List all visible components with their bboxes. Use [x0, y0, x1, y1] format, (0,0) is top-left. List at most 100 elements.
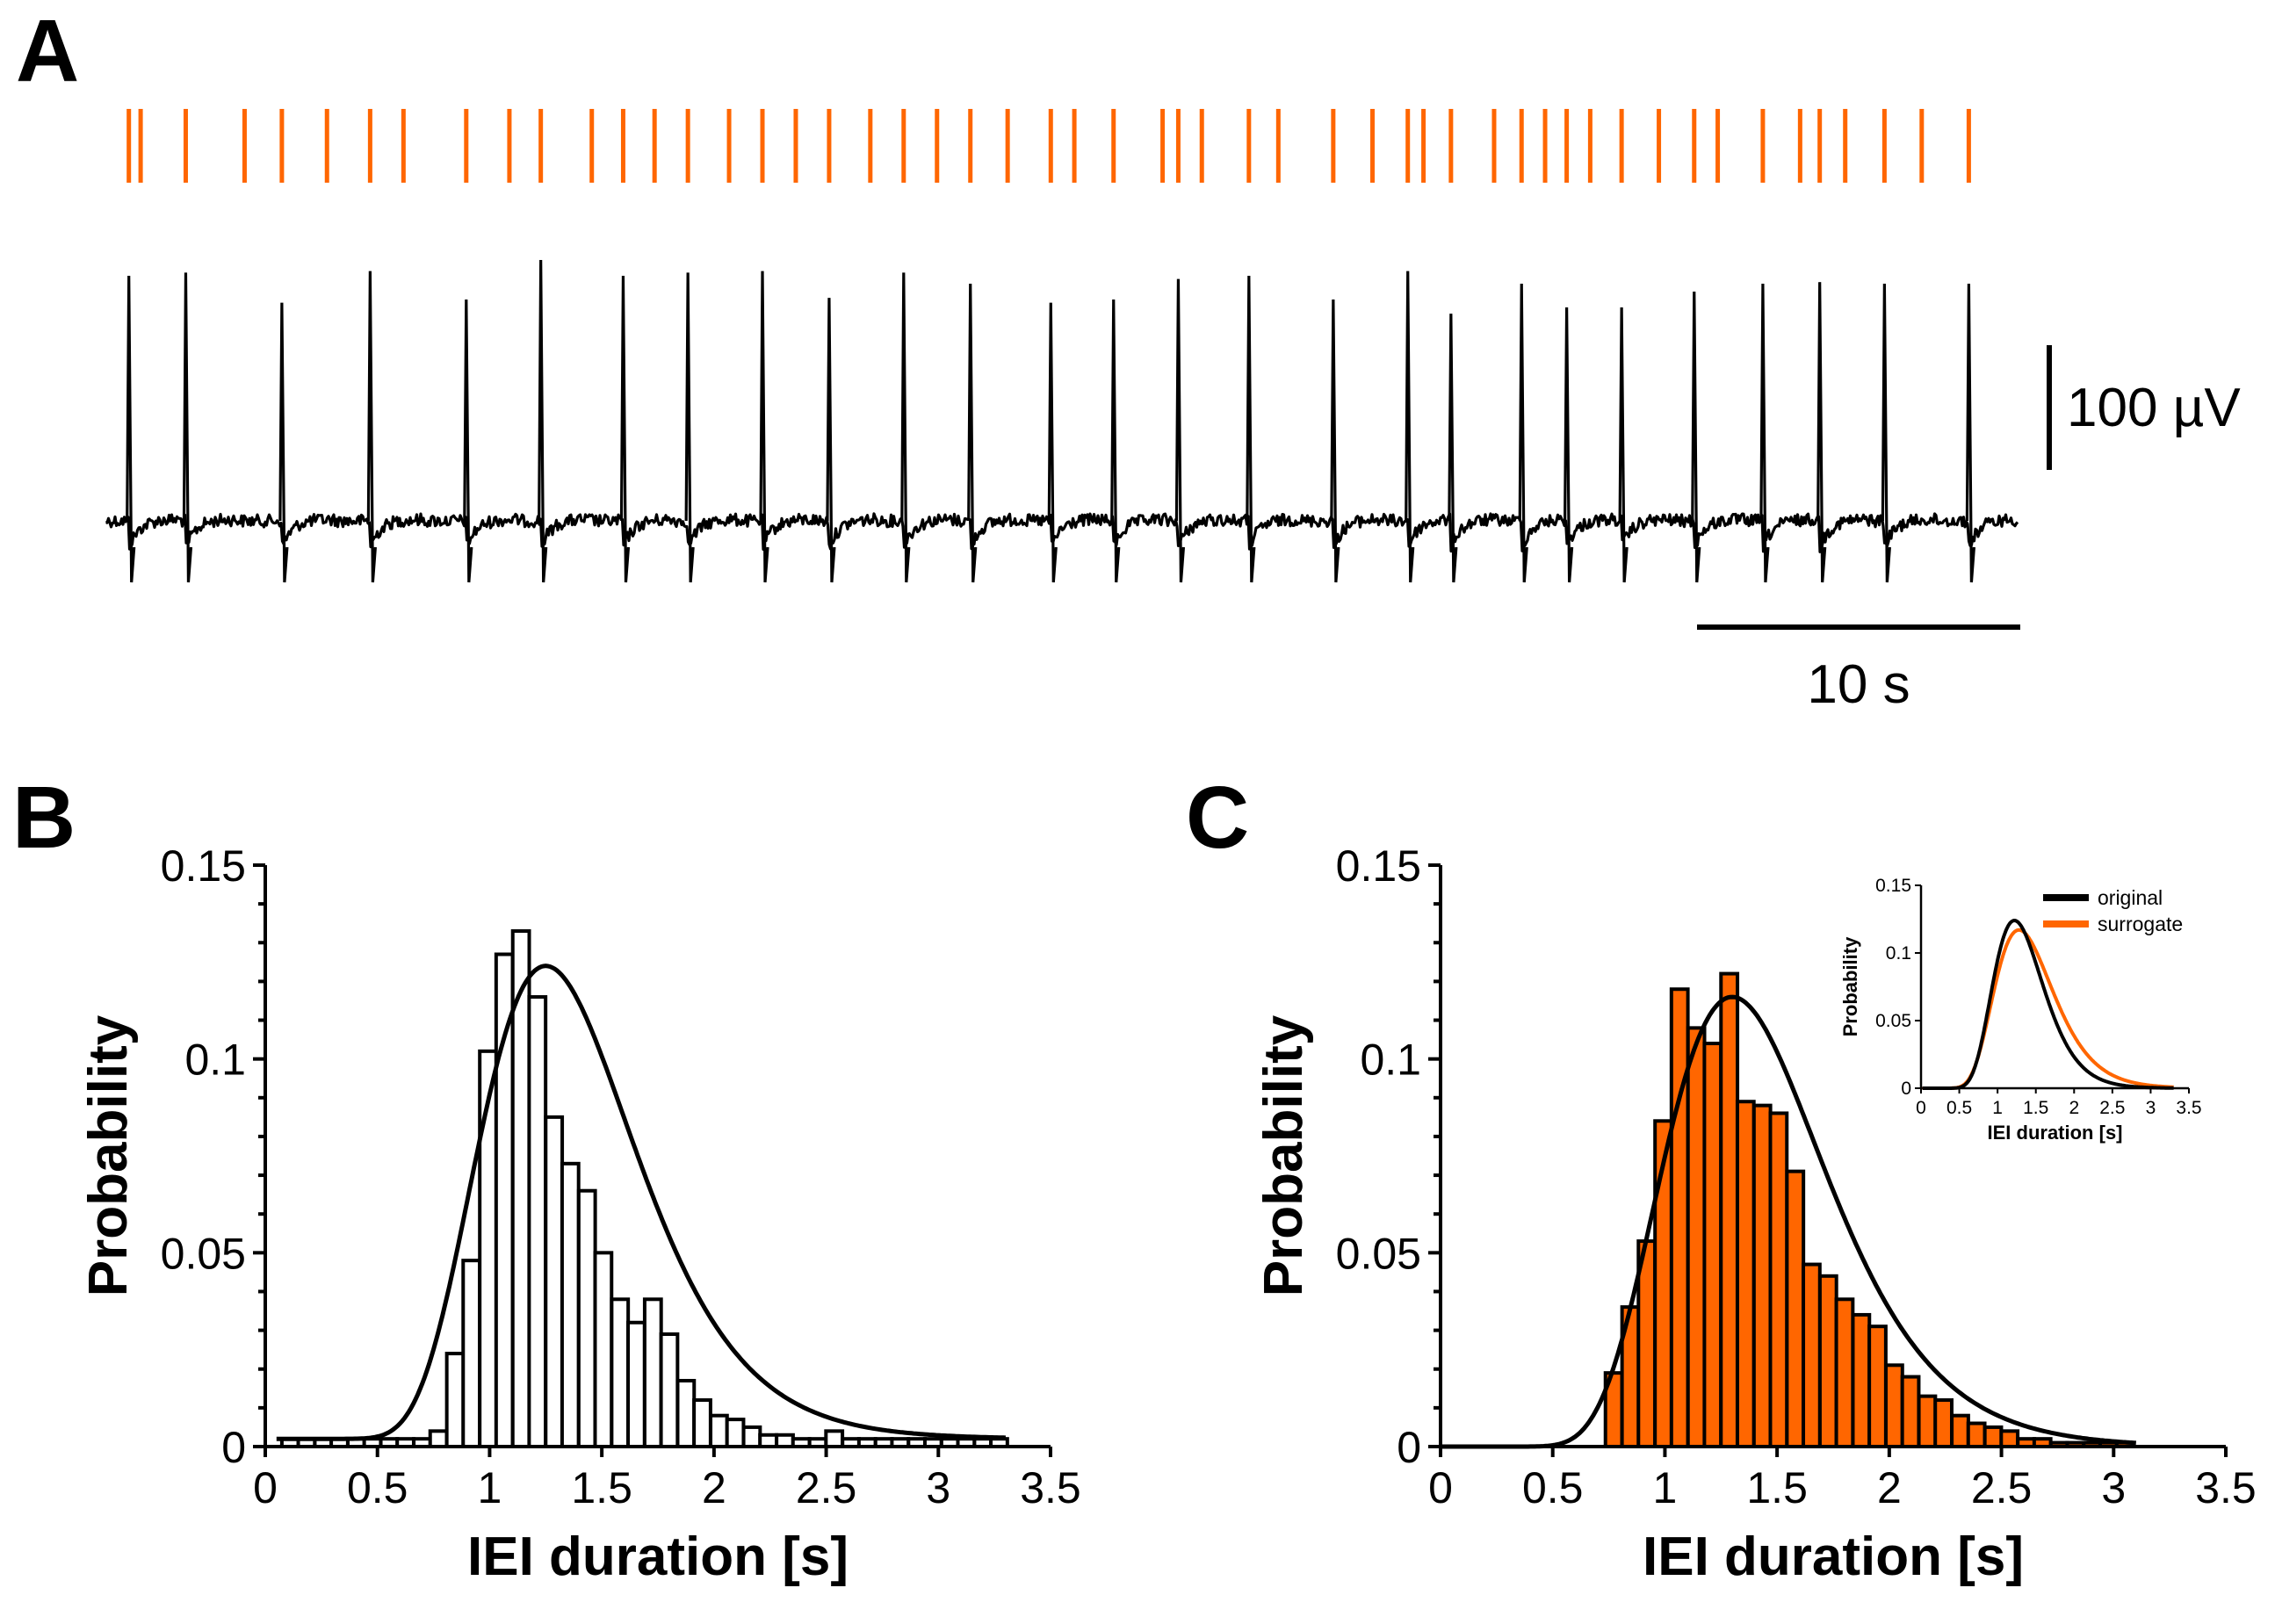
x-tick-label: 2.5: [796, 1463, 857, 1512]
histogram-bar: [1751, 1103, 1773, 1449]
histogram-bar: [527, 995, 548, 1448]
inset-chart: 0 0.5 1 1.5 2 2.5 3 3.5 0 0.05 0.1 0.15 IEI duration…: [1839, 876, 2202, 1144]
inset-y-title: Probability: [1839, 936, 1861, 1036]
spike: [1564, 307, 1574, 583]
spike: [900, 272, 911, 583]
inset-x-tick-label: 0.5: [1946, 1098, 1972, 1118]
spike: [1110, 299, 1121, 583]
histogram-bar: [461, 1259, 482, 1449]
histogram-bar: [1867, 1324, 1888, 1448]
inset-x-tick-label: 1: [1992, 1098, 2003, 1118]
event-raster: [126, 109, 1975, 583]
histogram-bar: [1669, 987, 1690, 1448]
inset-y-tick-label: 0.1: [1886, 943, 1911, 964]
histogram-bar: [1719, 971, 1740, 1449]
panel-c-letter: C: [1186, 769, 1249, 867]
histogram-bar: [1702, 1042, 1723, 1448]
histogram-bar: [1950, 1413, 1970, 1449]
spike: [1246, 275, 1256, 583]
histogram-bar: [1900, 1375, 1921, 1449]
spike: [366, 271, 377, 583]
spike: [278, 302, 289, 583]
y-tick-label: 0: [221, 1423, 246, 1472]
legend-label: original: [2098, 886, 2163, 909]
voltage-trace: [105, 512, 2019, 553]
spike: [619, 275, 631, 583]
x-tick-label: 1.5: [1746, 1463, 1808, 1512]
histogram-bar: [626, 1320, 646, 1448]
histogram-bar: [1686, 1026, 1707, 1448]
inset-y-tick-label: 0.05: [1875, 1011, 1911, 1031]
spike: [1330, 299, 1340, 583]
spike: [1448, 314, 1458, 583]
y-tick-label: 0.1: [1360, 1036, 1421, 1085]
y-tick-label: 0.05: [161, 1229, 246, 1278]
inset-x-tick-label: 3: [2146, 1098, 2156, 1118]
inset-x-title: IEI duration [s]: [1988, 1122, 2123, 1144]
fit-curve: [1441, 994, 2136, 1449]
spike: [1405, 271, 1415, 583]
inset-series-line: [1922, 918, 2174, 1090]
fit-curve: [276, 964, 1006, 1441]
histogram-bar: [642, 1297, 663, 1448]
histogram-bar: [1851, 1312, 1872, 1448]
spike: [182, 272, 193, 583]
inset-x-tick-label: 1.5: [2023, 1098, 2048, 1118]
histogram-bar: [709, 1413, 729, 1449]
histogram-bar: [544, 1115, 565, 1449]
histogram-bar: [494, 952, 515, 1449]
inset-x-tick-label: 2: [2069, 1098, 2079, 1118]
x-axis-title: IEI duration [s]: [1643, 1527, 2024, 1587]
x-tick-label: 0.5: [347, 1463, 408, 1512]
spike: [126, 275, 136, 583]
spike: [1759, 283, 1770, 583]
spike: [1691, 291, 1701, 583]
x-tick-label: 2.5: [1971, 1463, 2033, 1512]
inset-y-tick-label: 0: [1901, 1079, 1911, 1099]
inset-series-line: [1922, 927, 2174, 1090]
spike: [1174, 278, 1186, 583]
histogram-bar: [1834, 1297, 1855, 1448]
histogram-bar: [1966, 1421, 1987, 1449]
histogram-bar: [1817, 1274, 1838, 1449]
spike: [1618, 307, 1629, 583]
histogram-bar: [610, 1297, 631, 1448]
histogram-bar: [1785, 1169, 1806, 1448]
histogram-bar: [1933, 1398, 1954, 1449]
spike: [1881, 283, 1891, 583]
histogram-bar: [428, 1429, 449, 1449]
histogram-bar: [593, 1251, 614, 1449]
histogram-bar: [560, 1161, 581, 1448]
spike: [967, 283, 978, 583]
spike: [463, 299, 473, 583]
histogram-bar: [692, 1398, 712, 1449]
x-tick-label: 1: [1653, 1463, 1678, 1512]
x-tick-label: 2: [702, 1463, 726, 1512]
inset-x-tick-label: 2.5: [2099, 1098, 2125, 1118]
histogram-bar: [725, 1418, 746, 1449]
spike: [684, 272, 695, 583]
inset-x-tick-label: 3.5: [2176, 1098, 2201, 1118]
voltage-scale-label: 100 µV: [2067, 378, 2241, 438]
x-tick-label: 1.5: [571, 1463, 632, 1512]
histogram-bar: [659, 1332, 680, 1448]
x-tick-label: 3: [926, 1463, 950, 1512]
x-tick-label: 0: [1428, 1463, 1453, 1512]
y-tick-label: 0.05: [1336, 1229, 1421, 1278]
spike: [538, 259, 548, 583]
spike: [1047, 302, 1058, 583]
y-axis-title: Probability: [1253, 1014, 1314, 1296]
panel-a-letter: A: [16, 2, 79, 100]
histogram-bar: [1884, 1363, 1904, 1448]
histogram-bar: [1768, 1111, 1789, 1449]
legend-label: surrogate: [2098, 913, 2183, 935]
x-axis-title: IEI duration [s]: [467, 1527, 849, 1587]
x-tick-label: 3.5: [1020, 1463, 1081, 1512]
histogram-bar: [741, 1425, 762, 1449]
histogram-b: 0 0.5 1 1.5 2 2.5 3 3.5 0 0.05 0.1 0.15 IEI duration…: [78, 841, 1081, 1587]
histogram-bar: [675, 1378, 697, 1449]
spike: [1518, 283, 1528, 583]
spike: [759, 271, 769, 583]
inset-y-tick-label: 0.15: [1875, 876, 1911, 896]
x-tick-label: 2: [1877, 1463, 1902, 1512]
